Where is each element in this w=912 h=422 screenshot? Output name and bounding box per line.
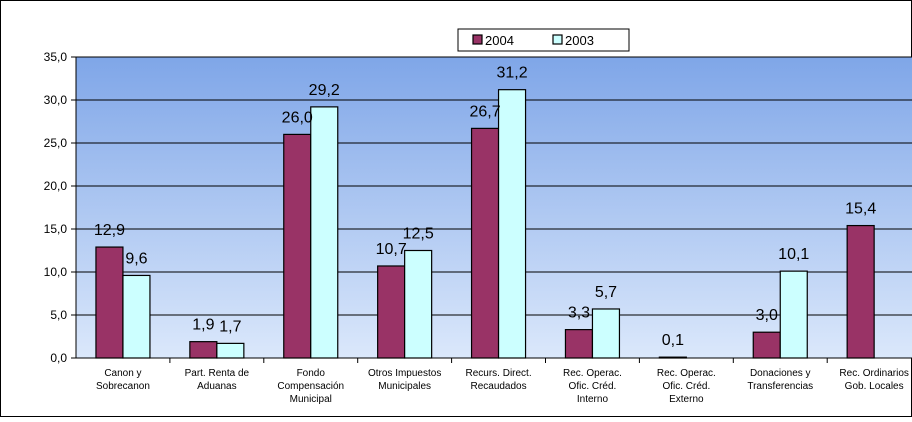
y-tick-label: 35,0 <box>44 50 68 64</box>
bar-2003-5 <box>591 308 621 359</box>
x-tick-label: Recurs. Direct. Recaudados <box>465 368 531 392</box>
data-label-2004-2: 26,0 <box>282 109 313 126</box>
bar-2004-2 <box>283 133 312 359</box>
x-tick-label: Canon y Sobrecanon <box>96 368 150 392</box>
bar-2003-4 <box>497 89 527 359</box>
data-label-2003-0: 9,6 <box>125 250 147 267</box>
legend-label-2003: 2003 <box>565 33 594 48</box>
bar-2004-3 <box>377 265 406 359</box>
y-tick-label: 15,0 <box>44 222 68 236</box>
bar-2004-1 <box>189 341 218 359</box>
bar-2003-7 <box>779 270 808 359</box>
bar-2003-0 <box>122 274 151 359</box>
bar-2004-0 <box>95 246 124 359</box>
legend-box <box>457 28 630 52</box>
bar-2004-4 <box>470 127 500 359</box>
y-tick-label: 10,0 <box>44 265 68 279</box>
data-label-2003-2: 29,2 <box>309 82 340 99</box>
x-tick-label: Fondo Compensación Municipal <box>277 368 344 405</box>
bar-2004-8 <box>846 224 875 359</box>
y-tick-label: 20,0 <box>44 179 68 193</box>
data-label-2003-4: 31,2 <box>496 65 527 82</box>
x-tick-labels: Canon y Sobrecanon Part. Renta de Aduanas Fo… <box>96 368 909 405</box>
x-tick-label: Rec. Operac. Ofic. Créd. Externo <box>657 368 716 405</box>
x-tick-label: Otros Impuestos Municipales <box>368 368 441 392</box>
legend-swatch-2004 <box>472 34 483 45</box>
x-tick-label: Rec. Ordinarios Gob. Locales <box>839 368 908 392</box>
data-label-2004-4: 26,7 <box>469 103 500 120</box>
data-label-2004-0: 12,9 <box>94 222 125 239</box>
bar-2003-2 <box>310 106 339 359</box>
bar-2003-3 <box>404 249 433 359</box>
y-tick-label: 0,0 <box>50 351 67 365</box>
axes <box>75 57 912 363</box>
bar-2004-7 <box>752 331 781 359</box>
legend-label-2004: 2004 <box>485 33 514 48</box>
y-tick-label: 25,0 <box>44 136 68 150</box>
legend-swatch-2003 <box>552 34 563 45</box>
y-tick-label: 5,0 <box>50 308 67 322</box>
data-label-2003-3: 12,5 <box>403 226 434 243</box>
data-label-2004-5: 3,3 <box>568 305 590 322</box>
data-label-2004-1: 1,9 <box>192 317 214 334</box>
x-tick-label: Donaciones y Transferencias <box>747 368 813 392</box>
x-tick-label: Rec. Operac. Ofic. Créd. Interno <box>563 368 622 405</box>
bar-2004-5 <box>564 329 594 359</box>
legend: 2004 2003 <box>457 28 630 52</box>
x-tick-label: Part. Renta de Aduanas <box>185 368 250 392</box>
bar-2003-1 <box>216 342 245 359</box>
data-label-2004-6: 0,1 <box>662 332 684 349</box>
y-tick-label: 30,0 <box>44 93 68 107</box>
data-label-2004-8: 15,4 <box>845 201 876 218</box>
data-label-2003-5: 5,7 <box>595 284 617 301</box>
data-label-2004-7: 3,0 <box>756 307 778 324</box>
data-label-2004-3: 10,7 <box>376 241 407 258</box>
data-labels: 12,99,6 1,9 1,7 26,0 29,2 10,712,5 26,7 31,2 3,3… <box>94 65 876 349</box>
bars <box>95 89 875 359</box>
y-tick-labels: 0,0 5,0 10,0 15,0 20,0 25,0 30,0 35,0 <box>44 50 68 365</box>
data-label-2003-1: 1,7 <box>219 318 241 335</box>
data-label-2003-7: 10,1 <box>778 246 809 263</box>
